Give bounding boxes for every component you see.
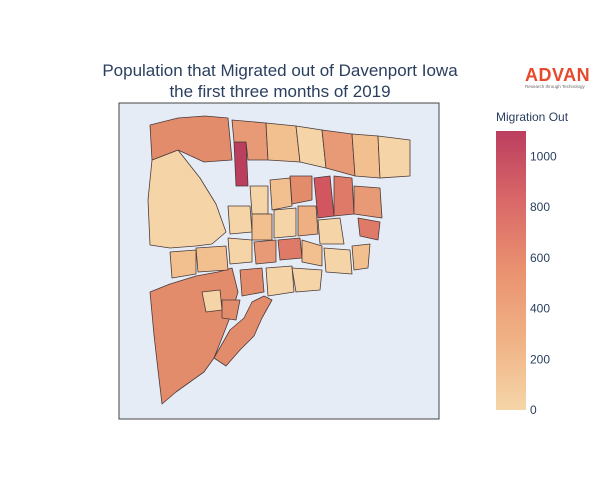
tract[interactable]: [297, 205, 319, 237]
tract[interactable]: [301, 239, 323, 267]
title-line-1: Population that Migrated out of Davenpor…: [102, 61, 458, 80]
tract[interactable]: [265, 122, 301, 163]
tract[interactable]: [269, 177, 293, 211]
tract[interactable]: [195, 245, 229, 273]
tract[interactable]: [249, 185, 269, 215]
tract[interactable]: [227, 237, 253, 265]
tract[interactable]: [253, 239, 277, 265]
tract[interactable]: [351, 243, 371, 271]
tract[interactable]: [147, 149, 227, 249]
tract[interactable]: [233, 141, 249, 187]
tract[interactable]: [227, 205, 253, 235]
tract[interactable]: [357, 217, 381, 241]
advan-logo: ADVAN Research through Technology: [525, 66, 595, 90]
tract[interactable]: [201, 289, 223, 313]
tract[interactable]: [317, 217, 345, 245]
colorbar-title: Migration Out: [496, 110, 569, 124]
county-regions: [147, 115, 411, 405]
tract[interactable]: [333, 175, 355, 217]
colorbar-tick-label: 0: [530, 403, 537, 417]
tract[interactable]: [351, 133, 381, 179]
logo-word: ADVAN: [525, 65, 591, 85]
tract[interactable]: [221, 299, 241, 321]
logo-tagline: Research through Technology: [525, 84, 585, 89]
tract[interactable]: [273, 207, 297, 239]
colorbar: [496, 131, 526, 410]
tract[interactable]: [213, 295, 273, 367]
tract[interactable]: [289, 175, 313, 205]
tract[interactable]: [323, 247, 353, 275]
tract[interactable]: [295, 125, 327, 169]
tract[interactable]: [265, 265, 295, 297]
tract[interactable]: [377, 135, 411, 179]
colorbar-tick-label: 600: [530, 251, 550, 265]
title-line-2: the first three months of 2019: [169, 82, 391, 101]
chart-title: Population that Migrated out of Davenpor…: [40, 60, 520, 102]
colorbar-tick-label: 800: [530, 200, 550, 214]
tract[interactable]: [313, 175, 335, 219]
colorbar-tick-label: 400: [530, 302, 550, 316]
tract[interactable]: [239, 267, 265, 297]
colorbar-tick-label: 1000: [530, 149, 557, 163]
tract[interactable]: [169, 249, 197, 279]
tract[interactable]: [251, 213, 273, 241]
colorbar-ticks: 0 200 400 600 800 1000: [530, 149, 557, 417]
tract[interactable]: [353, 185, 383, 219]
colorbar-tick-label: 200: [530, 352, 550, 366]
tract[interactable]: [149, 115, 233, 163]
tract[interactable]: [277, 237, 303, 261]
tract[interactable]: [291, 267, 323, 293]
